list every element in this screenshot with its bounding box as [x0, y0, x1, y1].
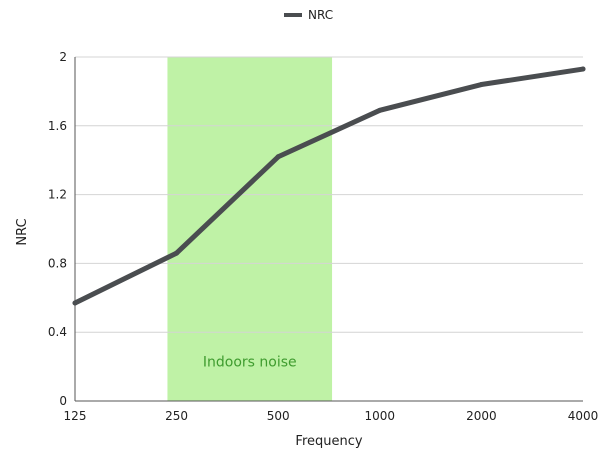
y-tick-label-0.8: 0.8 [48, 256, 67, 270]
x-tick-label-250: 250 [165, 409, 188, 423]
data-point-1000 [377, 107, 383, 113]
y-tick-label-0: 0 [59, 394, 67, 408]
series-line-nrc [72, 66, 586, 306]
y-tick-label-0.4: 0.4 [48, 325, 67, 339]
indoors-noise-band-layer [167, 57, 333, 401]
y-tick-label-2: 2 [59, 50, 67, 64]
y-axis-title: NRC [15, 218, 30, 245]
legend: NRC [284, 8, 333, 22]
data-point-4000 [580, 66, 586, 72]
x-tick-label-2000: 2000 [466, 409, 497, 423]
x-tick-label-1000: 1000 [365, 409, 396, 423]
x-tick-label-125: 125 [64, 409, 87, 423]
data-point-250 [174, 250, 180, 256]
labels-layer: 0 0.4 0.8 1.2 1.6 2 125 250 500 1000 2000 4000 Indoo… [48, 50, 598, 423]
data-point-500 [275, 154, 281, 160]
series-layer [72, 66, 586, 306]
x-tick-label-4000: 4000 [568, 409, 599, 423]
x-axis-title: Frequency [295, 434, 362, 449]
y-tick-label-1.6: 1.6 [48, 119, 67, 133]
legend-label-nrc: NRC [308, 8, 333, 22]
data-point-2000 [478, 82, 484, 88]
indoors-noise-label: Indoors noise [203, 355, 297, 371]
y-tick-label-1.2: 1.2 [48, 188, 67, 202]
data-point-125 [72, 300, 78, 306]
x-tick-label-500: 500 [267, 409, 290, 423]
indoors-noise-band [167, 57, 333, 401]
